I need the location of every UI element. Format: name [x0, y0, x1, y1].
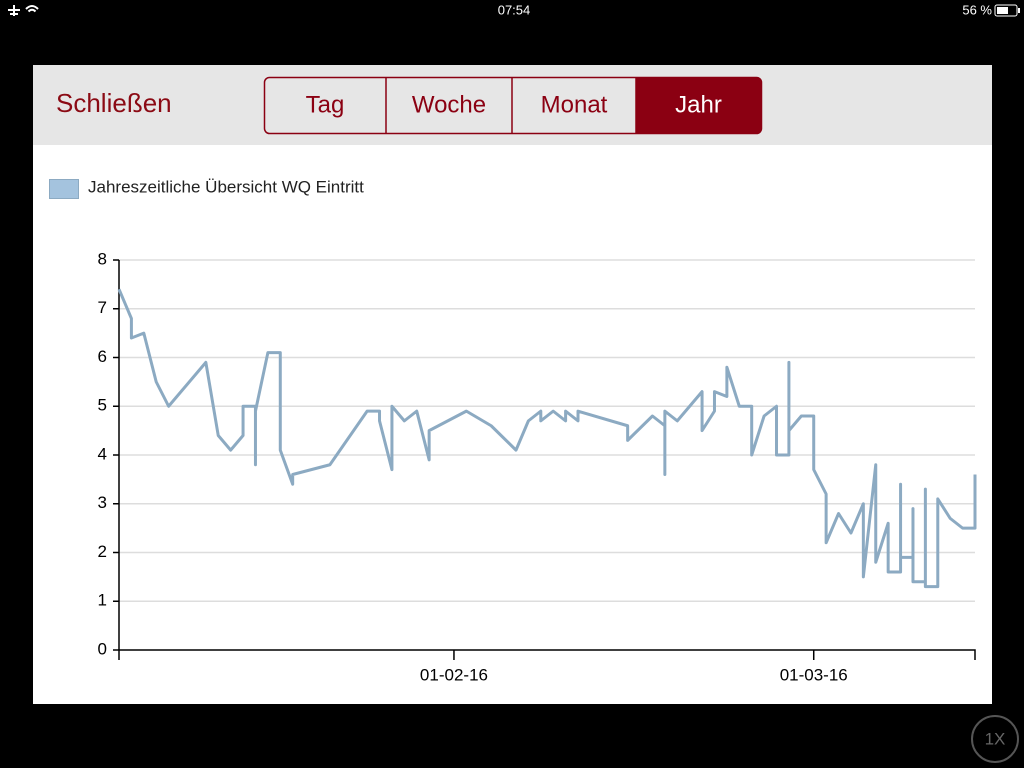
panel [33, 65, 992, 704]
close-button[interactable]: Schließen [56, 88, 172, 118]
chart: Jahreszeitliche Übersicht WQ Eintritt 0 1 2… [49, 177, 977, 684]
battery-text: 56 % [962, 2, 992, 17]
wifi-icon [25, 5, 39, 13]
zoom-label: 1X [985, 729, 1006, 748]
segment-tab[interactable]: Tag [306, 91, 345, 118]
y-tick-label: 2 [98, 542, 107, 561]
segment-selected [636, 77, 761, 134]
y-tick-label: 8 [98, 249, 107, 268]
x-tick-label: 01-03-16 [780, 665, 848, 684]
battery-icon [994, 4, 1018, 17]
y-tick-label: 4 [98, 444, 107, 463]
y-tick-label: 3 [98, 493, 107, 512]
legend-label: Jahreszeitliche Übersicht WQ Eintritt [88, 177, 364, 196]
data-line [117, 288, 977, 589]
battery-level [997, 7, 1008, 14]
status-time: 07:54 [498, 2, 531, 17]
y-tick-label: 1 [98, 591, 107, 610]
y-tick-label: 0 [98, 639, 107, 658]
zoom-button[interactable] [971, 715, 1019, 763]
airplane-icon [8, 5, 20, 16]
x-tick-label: 01-02-16 [420, 665, 488, 684]
y-tick-label: 5 [98, 396, 107, 415]
y-tick-label: 6 [98, 347, 107, 366]
x-axis [118, 649, 976, 660]
segment-tab[interactable]: Jahr [675, 91, 722, 118]
segment-tab[interactable]: Monat [541, 91, 608, 118]
segmented-control: Tag Woche Monat Jahr [263, 76, 763, 135]
y-tick-label: 7 [98, 298, 107, 317]
legend-swatch [49, 179, 79, 199]
battery-tip [1018, 8, 1020, 13]
segment-tab[interactable]: Woche [412, 91, 486, 118]
